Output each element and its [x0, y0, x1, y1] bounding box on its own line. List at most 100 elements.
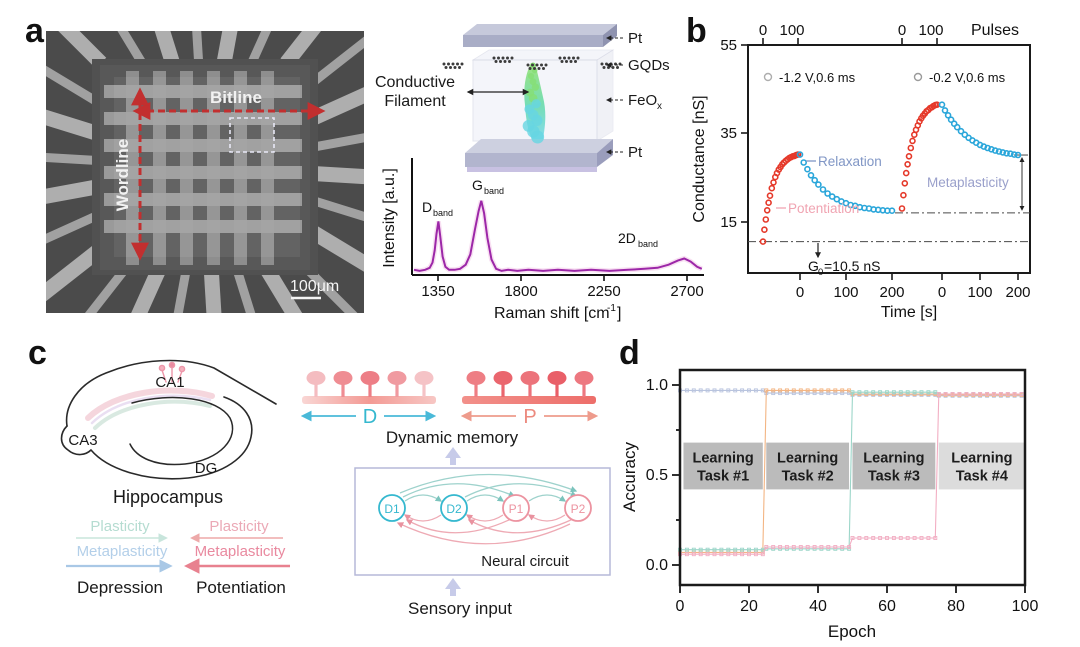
relaxation-2-point — [1003, 150, 1010, 157]
accuracy-marker — [719, 547, 724, 552]
gqd-dot — [576, 56, 580, 60]
accuracy-marker — [878, 536, 883, 540]
legend-marker-1 — [763, 72, 773, 82]
accuracy-marker — [705, 547, 710, 552]
sem-electrode-lead — [310, 36, 364, 86]
relaxation-label: Relaxation — [818, 154, 882, 169]
reference-lines — [748, 154, 1030, 243]
gqd-dot — [537, 67, 541, 70]
accuracy-marker — [712, 547, 717, 552]
d-label: D — [363, 406, 377, 428]
potentiation-2-point — [909, 137, 916, 145]
raman-dband-sub: band — [433, 208, 453, 218]
sem-bitline-bar — [104, 139, 302, 152]
legend-marker-2 — [913, 72, 923, 82]
accuracy-marker — [798, 545, 803, 549]
gqd-dot — [616, 66, 619, 69]
d-xtick-100: 100 — [1012, 598, 1039, 615]
potentiation-1-point — [766, 192, 774, 199]
accuracy-marker — [740, 388, 745, 393]
spine-stem — [528, 382, 532, 397]
relaxation-1-point — [824, 190, 831, 197]
conductive-filament-label-2: Filament — [384, 93, 446, 110]
legend-label-2: -0.2 V,0.6 ms — [929, 70, 1006, 85]
spine-head — [387, 371, 407, 385]
accuracy-marker — [684, 547, 689, 552]
accuracy-marker — [840, 388, 845, 393]
bitline-label: Bitline — [210, 88, 262, 107]
accuracy-marker — [933, 536, 938, 540]
accuracy-marker — [698, 388, 703, 393]
epoch-xlabel: Epoch — [828, 622, 876, 641]
potentiation-1-point — [770, 179, 777, 186]
metaplasticity-left-label: Metaplasticity — [77, 543, 168, 560]
panel-d-label: d — [619, 334, 640, 372]
spine-stem — [368, 382, 372, 397]
pt-bottom-label: Pt — [628, 144, 643, 161]
gqd-dot — [569, 60, 573, 63]
plasticity-left-label: Plasticity — [90, 518, 150, 535]
relaxation-1-point — [888, 207, 896, 214]
p-label: P — [523, 406, 536, 428]
biological-schematic: CA1 CA3 DG Hippocampus Plasticity Metapl… — [60, 359, 611, 618]
accuracy-marker — [857, 536, 862, 540]
accuracy-marker — [991, 392, 996, 396]
d-ytick-1: 1.0 — [646, 377, 668, 394]
accuracy-marker — [719, 388, 724, 393]
accuracy-marker — [712, 388, 717, 393]
top-tick-100b: 100 — [918, 22, 943, 39]
dendrite-shaft — [462, 396, 596, 404]
task-band-label-line1: Learning — [777, 451, 838, 467]
gqd-dot — [535, 63, 539, 67]
accuracy-marker — [926, 536, 931, 540]
sem-electrode-lead — [46, 179, 99, 204]
potentiation-1-point — [759, 238, 767, 245]
depression-label: Depression — [77, 578, 163, 597]
filament-blob — [527, 72, 535, 80]
spine-head — [414, 371, 434, 385]
task-band-label-line2: Task #2 — [782, 469, 834, 485]
relaxation-1-point — [811, 176, 818, 184]
gqd-dot — [494, 60, 498, 63]
sem-electrode-lead — [305, 267, 358, 313]
accuracy-marker — [933, 390, 938, 395]
gqd-dot — [451, 62, 455, 66]
accuracy-marker — [691, 547, 696, 552]
gqd-dot — [533, 67, 536, 70]
x-tick-100b: 100 — [967, 284, 992, 301]
accuracy-marker — [740, 547, 745, 552]
learning-task-bands: Learning Task #1 Learning Task #2 Learning Ta… — [683, 442, 1025, 490]
task-band-4 — [938, 442, 1025, 490]
up-arrow-to-memory — [445, 447, 461, 465]
accuracy-marker — [943, 392, 948, 396]
feedback-arcs — [396, 514, 574, 545]
sem-electrode-lead — [311, 196, 364, 222]
gqd-dot — [460, 62, 464, 66]
gqd-dot — [492, 56, 496, 60]
accuracy-marker — [760, 547, 765, 552]
spine-head — [360, 371, 380, 385]
relaxation-2-point — [1014, 151, 1022, 159]
gqd-dot — [607, 66, 610, 69]
sem-electrode-lead — [46, 109, 100, 141]
potentiation-2-point — [902, 169, 910, 177]
relaxation-1-point — [800, 159, 807, 166]
raman-tick-1350: 1350 — [421, 283, 454, 300]
d-xtick-20: 20 — [740, 598, 758, 615]
device-schematic: Conductive Filament Pt GQDs FeO x Pt — [375, 24, 670, 172]
conductive-filament — [522, 62, 546, 144]
gqd-dot — [510, 56, 514, 60]
filament-blob — [529, 78, 537, 86]
accuracy-marker — [791, 545, 796, 549]
y-tick-55: 55 — [720, 37, 737, 54]
potentiation-2-point — [907, 144, 915, 152]
d-ytick-05: 0.5 — [646, 467, 668, 484]
panel-a-label: a — [25, 12, 44, 50]
up-arrow-sensory — [445, 578, 461, 596]
x-tick-200b: 200 — [1005, 284, 1030, 301]
accuracy-marker — [871, 536, 876, 540]
g0-label: G — [808, 258, 819, 274]
plasticity-right-label: Plasticity — [209, 518, 269, 535]
gqd-dot — [600, 62, 604, 66]
